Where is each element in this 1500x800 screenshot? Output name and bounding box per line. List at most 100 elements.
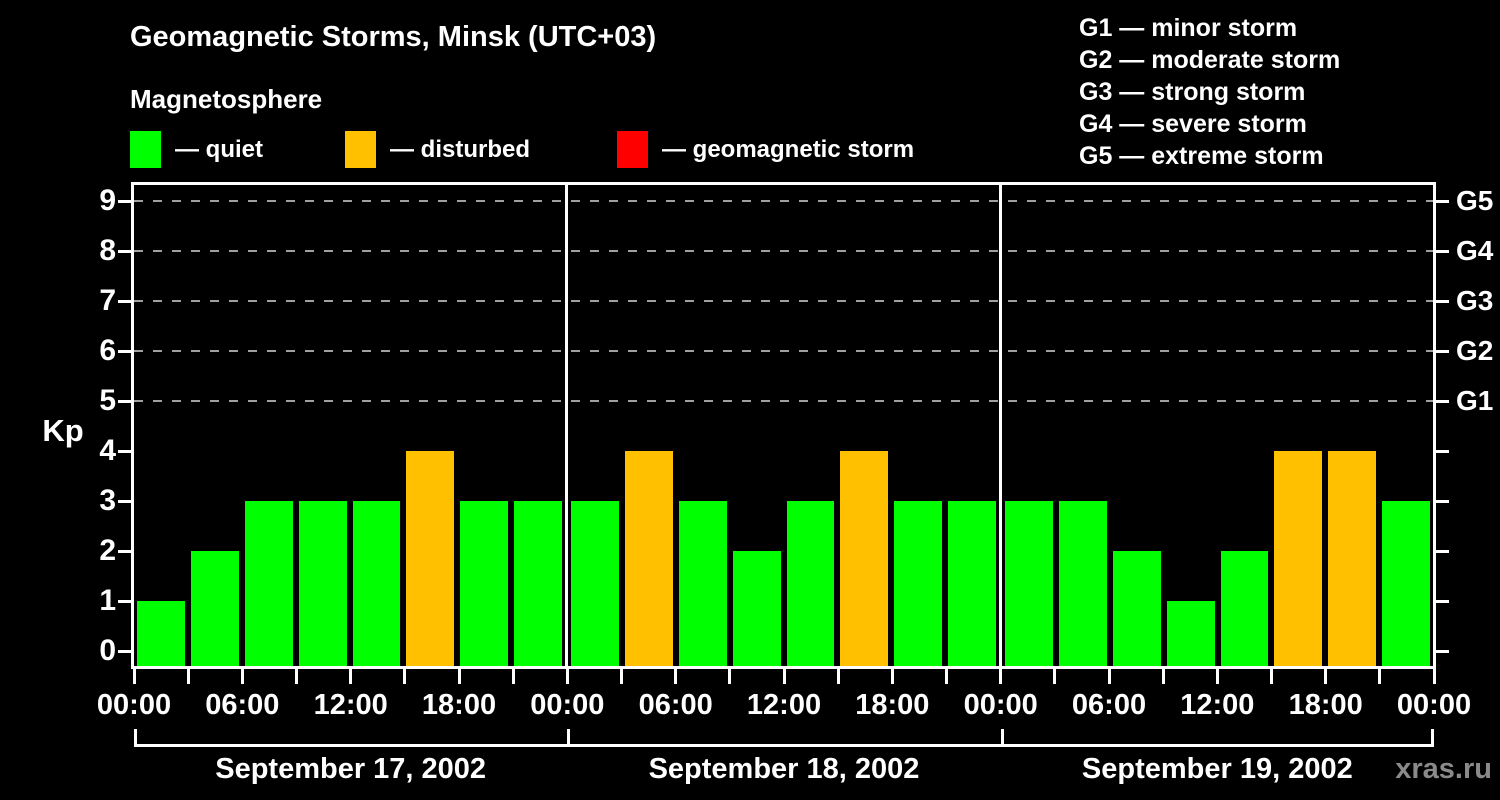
y-tick [118, 300, 131, 303]
bar-slot [622, 185, 676, 666]
x-tick [1161, 669, 1165, 684]
kp-bar [514, 501, 562, 666]
bar-slot [891, 185, 945, 666]
x-tick [620, 669, 623, 684]
x-tick [132, 669, 136, 684]
g-scale-line: G1 — minor storm [1079, 14, 1298, 42]
time-label: 12:00 [746, 689, 822, 721]
kp-bar [460, 501, 509, 666]
right-tick [1436, 450, 1449, 453]
time-label: 00:00 [1396, 689, 1472, 721]
x-tick [511, 669, 515, 684]
day-panel [1002, 185, 1433, 666]
bar-slot [676, 185, 730, 666]
kp-bar [571, 501, 619, 666]
time-label: 06:00 [1071, 689, 1147, 721]
legend-label: — disturbed [390, 135, 531, 163]
date-label: September 18, 2002 [648, 753, 920, 785]
x-tick [295, 669, 298, 684]
time-label: 00:00 [96, 689, 172, 721]
kp-bar [1166, 601, 1215, 666]
x-tick [674, 669, 678, 684]
days-container [134, 185, 1433, 666]
kp-bar [190, 551, 239, 666]
g-scale-line: G2 — moderate storm [1079, 46, 1341, 74]
chart-subtitle: Magnetosphere [130, 84, 323, 114]
y-axis-title: Kp [42, 413, 84, 448]
right-tick [1436, 250, 1449, 253]
right-tick [1436, 550, 1449, 553]
y-tick [118, 600, 131, 603]
kp-bar [948, 501, 996, 666]
y-tick-label: 2 [99, 534, 116, 567]
date-bracket-tick [1431, 729, 1434, 744]
kp-bar [1382, 501, 1430, 666]
y-tick [118, 500, 131, 503]
y-tick [118, 250, 131, 253]
date-bracket-tick [1000, 729, 1004, 744]
right-tick [1436, 400, 1449, 403]
gridline-kp7 [134, 300, 1433, 302]
legend-label: — geomagnetic storm [662, 135, 915, 163]
bar-slot [188, 185, 242, 666]
y-tick-label: 6 [99, 334, 116, 367]
kp-bar [1220, 551, 1269, 666]
g-scale-line: G5 — extreme storm [1079, 142, 1324, 170]
x-tick [403, 669, 407, 684]
kp-bar [1112, 551, 1161, 666]
y-tick-label: 8 [99, 234, 116, 267]
kp-bar [298, 501, 347, 666]
kp-bar [137, 601, 185, 666]
bar-slot [1110, 185, 1164, 666]
date-bracket-line [134, 744, 1434, 747]
right-tick [1436, 200, 1449, 203]
bar-slot [837, 185, 891, 666]
gridline-kp5 [134, 400, 1433, 402]
date-label: September 19, 2002 [1081, 753, 1353, 785]
x-tick [186, 669, 190, 684]
x-tick [1215, 669, 1219, 684]
bar-slot [1325, 185, 1379, 666]
bar-slot [1271, 185, 1325, 666]
x-tick [1107, 669, 1111, 684]
day-panel [568, 185, 1002, 666]
x-tick [999, 669, 1003, 684]
bar-slot [134, 185, 188, 666]
g-scale-legend: G1 — minor storm G2 — moderate storm G3 — … [1079, 12, 1340, 172]
kp-bar [1274, 451, 1323, 666]
x-tick [782, 669, 786, 684]
time-label: 00:00 [963, 689, 1038, 721]
kp-bar [786, 501, 835, 666]
y-tick [118, 650, 131, 653]
legend-label: — quiet [175, 135, 263, 163]
status-legend: — quiet — disturbed — geomagnetic storm [130, 131, 1030, 169]
x-tick [890, 669, 894, 684]
time-label: 00:00 [530, 689, 605, 721]
y-tick [118, 550, 131, 553]
g-level-label-g4: G4 [1456, 235, 1494, 266]
bar-slot [945, 185, 999, 666]
bar-slot [403, 185, 457, 666]
y-tick-label: 1 [99, 584, 116, 617]
legend-swatch-geomagnetic-storm-icon [617, 131, 648, 168]
x-tick [240, 669, 244, 684]
x-tick [945, 669, 948, 684]
right-tick [1436, 650, 1449, 653]
gridline-kp6 [134, 350, 1433, 352]
bar-slot [784, 185, 838, 666]
time-label: 06:00 [638, 689, 713, 721]
kp-bar [678, 501, 727, 666]
g-level-label-g1: G1 [1456, 385, 1494, 416]
right-tick [1436, 350, 1449, 353]
time-label: 12:00 [313, 689, 388, 721]
date-bracket-tick [134, 729, 137, 744]
bar-slot [457, 185, 511, 666]
x-tick [1432, 669, 1436, 684]
legend-item-quiet: — quiet [130, 131, 263, 168]
legend-item-geomagnetic-storm: — geomagnetic storm [617, 131, 914, 168]
time-label: 18:00 [421, 689, 497, 721]
y-tick-label: 3 [99, 484, 116, 517]
gridline-kp8 [134, 250, 1433, 252]
y-tick [118, 400, 131, 403]
g-scale-line: G3 — strong storm [1079, 78, 1306, 106]
